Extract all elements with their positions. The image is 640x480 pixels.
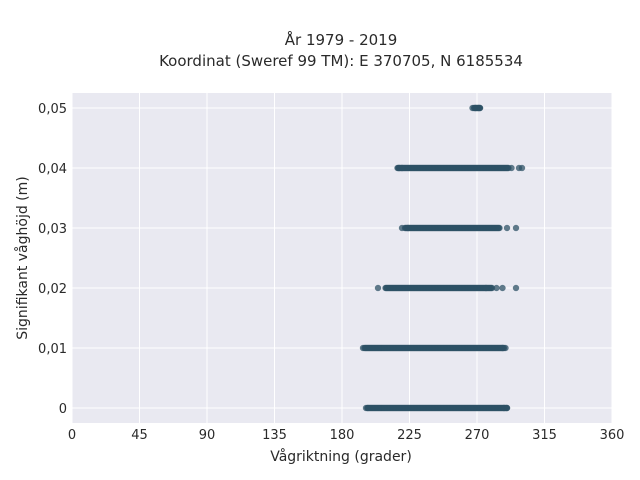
x-tick-label: 180 — [330, 428, 355, 443]
y-tick-label: 0,04 — [38, 162, 67, 177]
data-point — [404, 224, 412, 232]
data-point — [508, 164, 515, 172]
x-tick-labels: 0 45 90 135 180 225 270 315 360 — [68, 428, 625, 443]
data-point — [503, 224, 511, 232]
x-tick-label: 360 — [600, 428, 625, 443]
x-axis-label: Vågriktning (grader) — [270, 448, 412, 465]
y-tick-labels: 0 0,01 0,02 0,03 0,04 0,05 — [38, 102, 67, 417]
y-tick-label: 0,01 — [38, 342, 67, 357]
chart-title-line-1: År 1979 - 2019 — [285, 30, 398, 49]
x-tick-label: 45 — [131, 428, 148, 443]
data-point — [499, 284, 506, 292]
data-point — [364, 404, 371, 412]
x-tick-label: 0 — [68, 428, 76, 443]
data-point — [502, 344, 509, 352]
y-tick-label: 0,02 — [38, 282, 67, 297]
data-point — [503, 404, 511, 412]
x-tick-label: 135 — [262, 428, 287, 443]
x-tick-label: 90 — [199, 428, 216, 443]
data-point — [398, 224, 406, 232]
y-tick-label: 0,03 — [38, 222, 67, 237]
gridlines — [71, 93, 613, 423]
data-point — [512, 284, 520, 292]
x-tick-label: 315 — [532, 428, 557, 443]
x-tick-label: 270 — [465, 428, 490, 443]
y-tick-label: 0,05 — [38, 102, 67, 117]
data-point — [512, 224, 520, 232]
data-point — [493, 284, 500, 292]
y-tick-label: 0 — [59, 402, 67, 417]
data-point — [476, 104, 484, 112]
data-point — [482, 284, 490, 292]
y-axis-label: Signifikant våghöjd (m) — [14, 176, 31, 339]
data-point — [398, 164, 406, 172]
chart-title-line-2: Koordinat (Sweref 99 TM): E 370705, N 61… — [159, 52, 523, 70]
data-points — [359, 104, 526, 412]
x-tick-label: 225 — [397, 428, 422, 443]
data-point — [496, 224, 503, 232]
data-point — [374, 284, 382, 292]
data-point — [359, 344, 367, 352]
data-point — [518, 164, 526, 172]
